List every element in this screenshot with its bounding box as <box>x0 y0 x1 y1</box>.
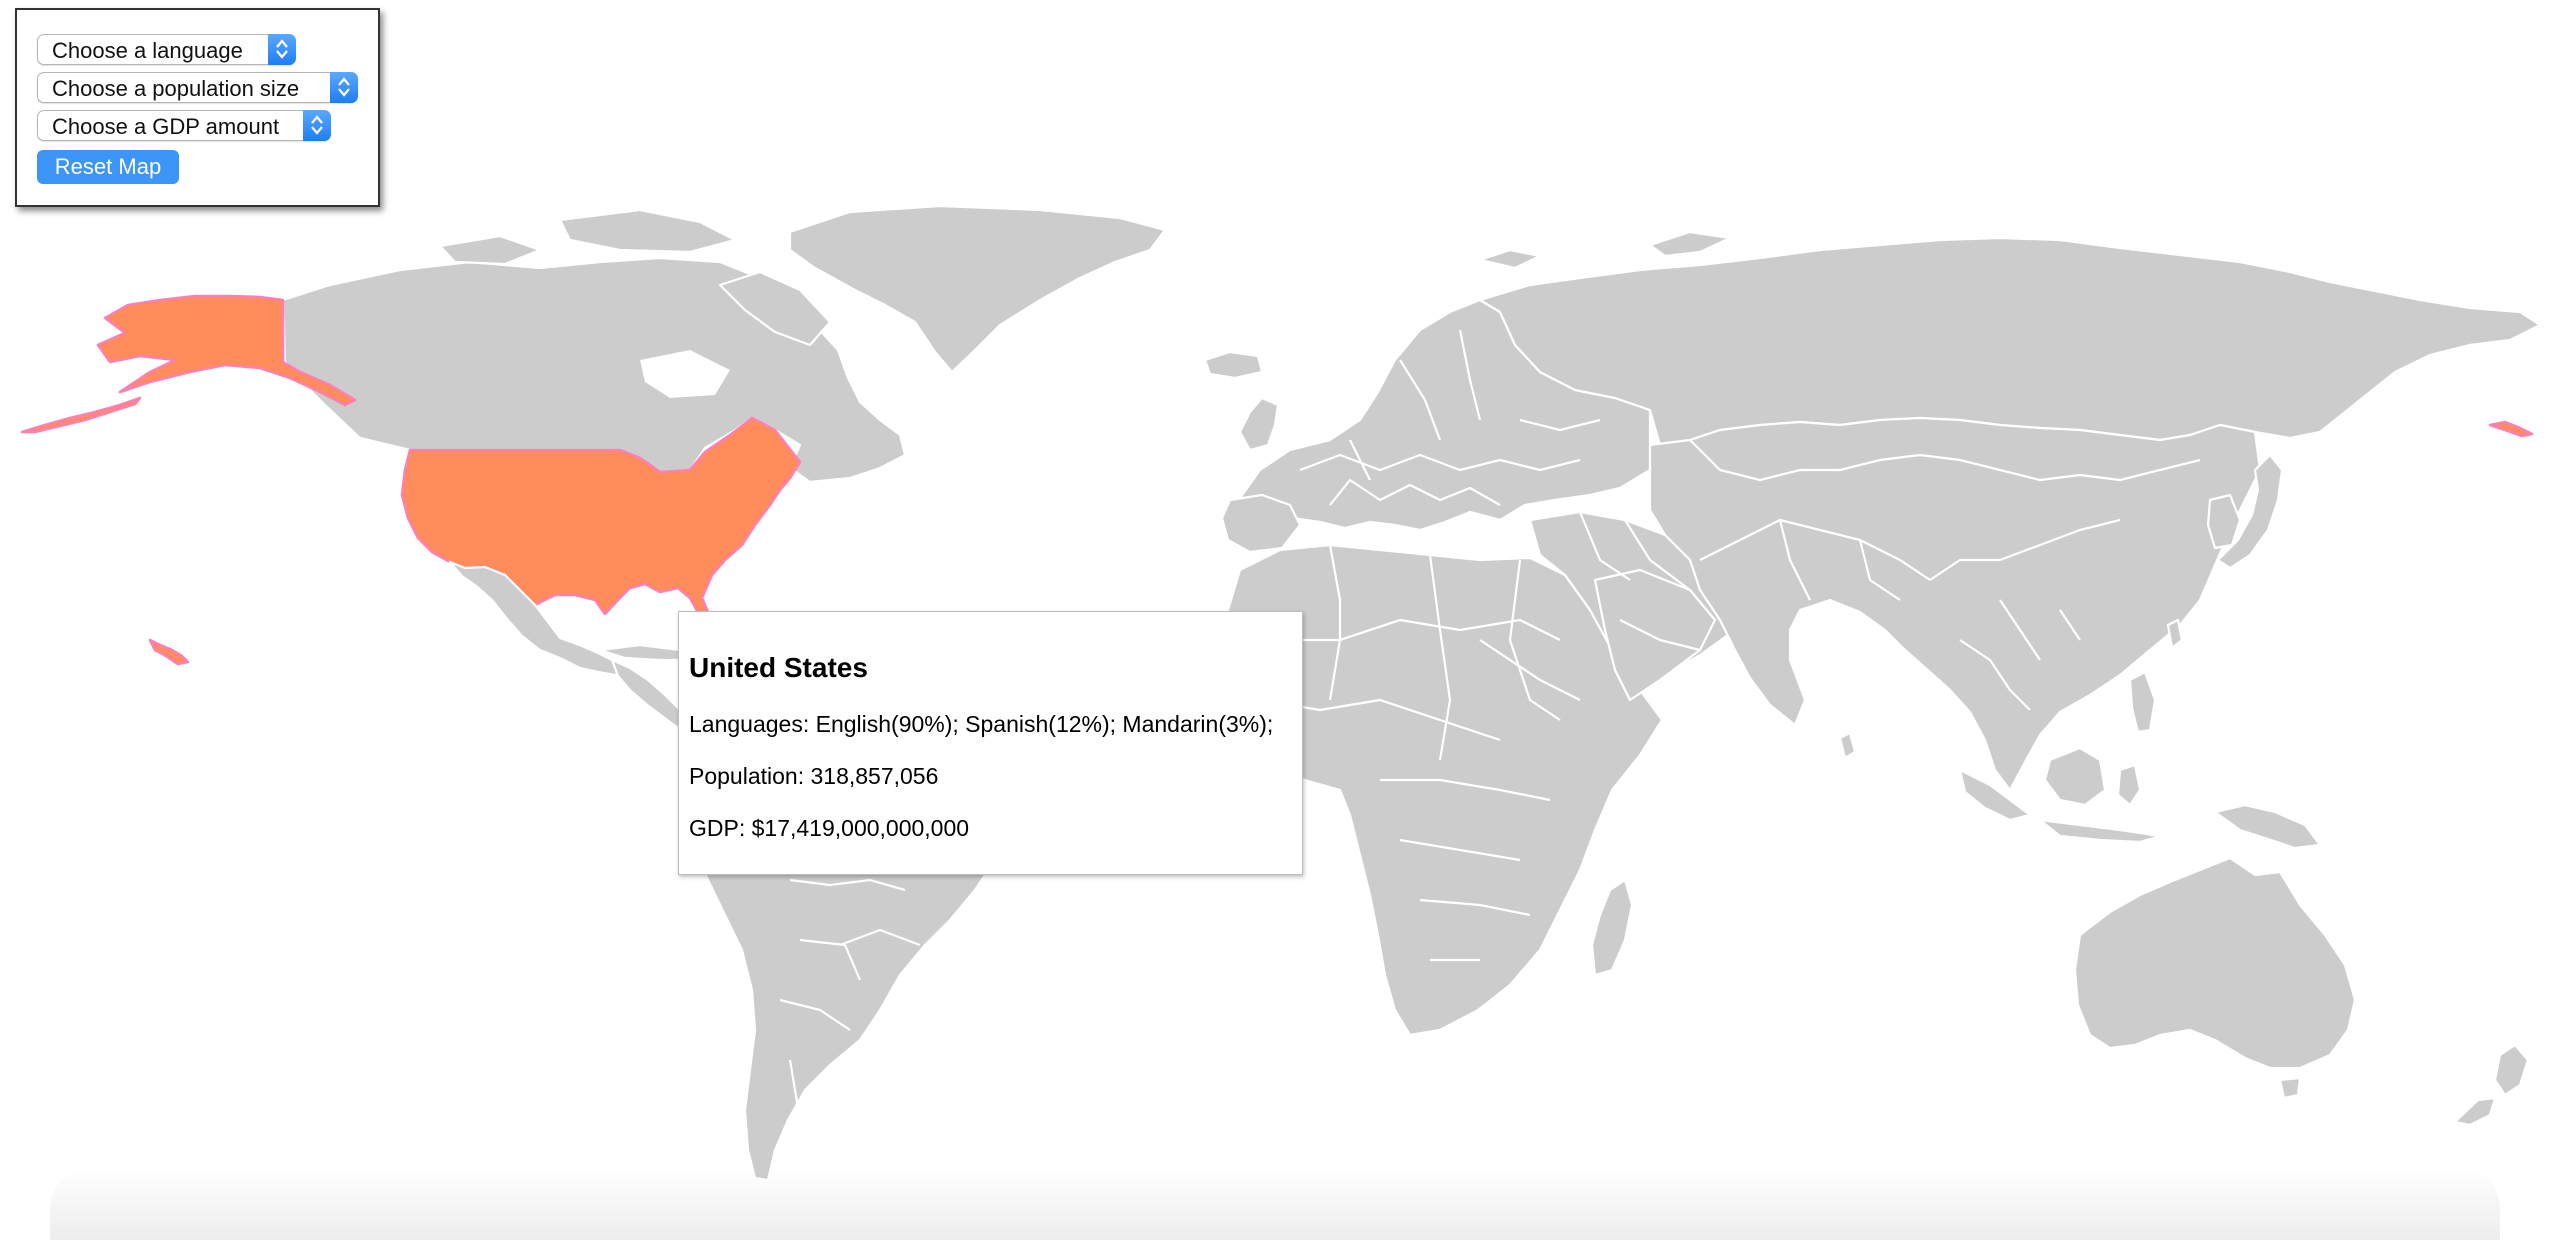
iceland[interactable] <box>1203 350 1264 380</box>
europe[interactable] <box>1238 298 1652 532</box>
madagascar[interactable] <box>1590 878 1634 977</box>
gdp-select[interactable]: Choose a GDP amount <box>37 110 331 141</box>
us-far-islands[interactable] <box>2488 420 2534 438</box>
middle-east-borders <box>1578 511 1701 652</box>
new-zealand[interactable] <box>2493 1043 2530 1097</box>
canada[interactable] <box>281 256 907 484</box>
sulawesi[interactable] <box>2116 763 2142 807</box>
taiwan[interactable] <box>2166 618 2184 650</box>
indonesia[interactable] <box>1958 768 2032 822</box>
population-select-value: Choose a population size <box>52 76 300 101</box>
filter-panel: Choose a language Choose a population si… <box>15 8 380 207</box>
arctic-islands[interactable] <box>1478 248 1542 270</box>
select-arrows-icon[interactable] <box>303 110 331 141</box>
borneo[interactable] <box>2043 746 2107 807</box>
arctic-islands[interactable] <box>1648 230 1732 258</box>
select-arrows-icon[interactable] <box>268 34 296 65</box>
bottom-shadow <box>50 1168 2500 1240</box>
tooltip-population: Population: 318,857,056 <box>689 763 939 789</box>
language-select[interactable]: Choose a language <box>37 34 296 65</box>
canada-islands[interactable] <box>438 234 542 266</box>
tooltip-country-name: United States <box>689 652 868 683</box>
japan[interactable] <box>2216 453 2284 570</box>
new-zealand[interactable] <box>2453 1096 2497 1127</box>
tooltip-languages: Languages: English(90%); Spanish(12%); M… <box>689 711 1274 737</box>
europe-borders <box>1299 329 1601 506</box>
iberia[interactable] <box>1220 493 1302 554</box>
africa-borders <box>1259 544 1581 962</box>
select-arrows-icon[interactable] <box>330 72 358 103</box>
asia[interactable] <box>1648 416 2262 792</box>
alaska-islands[interactable] <box>20 396 142 434</box>
uk[interactable] <box>1238 396 1280 452</box>
arabian-peninsula[interactable] <box>1593 568 1717 702</box>
indonesia[interactable] <box>2038 818 2162 844</box>
language-select-value: Choose a language <box>52 38 243 63</box>
hudson-bay-islands[interactable] <box>640 350 730 398</box>
tooltip-gdp: GDP: $17,419,000,000,000 <box>689 815 970 841</box>
sri-lanka[interactable] <box>1838 731 1857 760</box>
greenland[interactable] <box>788 204 1167 374</box>
alaska[interactable] <box>96 294 357 407</box>
canada-islands[interactable] <box>558 208 737 254</box>
tasmania[interactable] <box>2278 1076 2302 1100</box>
philippines[interactable] <box>2128 670 2157 734</box>
gdp-select-value: Choose a GDP amount <box>52 114 280 139</box>
reset-map-button[interactable]: Reset Map <box>37 150 179 184</box>
baffin-island[interactable] <box>718 270 832 347</box>
country-tooltip: United States Languages: English(90%); S… <box>678 611 1303 875</box>
new-guinea[interactable] <box>2213 803 2322 850</box>
population-select[interactable]: Choose a population size <box>37 72 358 103</box>
asia-borders <box>1689 439 2201 711</box>
hawaii[interactable] <box>148 638 190 666</box>
australia[interactable] <box>2073 856 2357 1070</box>
south-america-borders <box>739 799 921 1121</box>
